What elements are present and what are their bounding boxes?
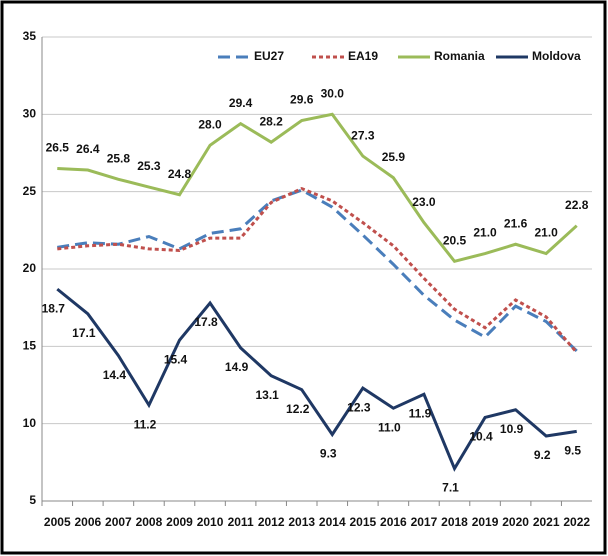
legend-label: Moldova — [532, 49, 581, 63]
data-label: 21.0 — [534, 226, 558, 240]
x-tick-label: 2018 — [441, 515, 468, 529]
legend-label: Romania — [434, 49, 485, 63]
data-label: 28.2 — [259, 114, 283, 128]
y-tick-label: 20 — [23, 261, 37, 275]
data-label: 22.8 — [565, 198, 589, 212]
data-label: 29.6 — [290, 93, 314, 107]
data-label: 21.0 — [473, 226, 497, 240]
x-tick-label: 2014 — [319, 515, 346, 529]
x-tick-label: 2005 — [44, 515, 71, 529]
x-tick-label: 2015 — [349, 515, 376, 529]
data-label: 11.2 — [134, 417, 157, 431]
data-label: 18.7 — [42, 301, 66, 315]
x-tick-label: 2017 — [411, 515, 438, 529]
data-label: 14.4 — [103, 368, 127, 382]
series-line — [56, 287, 577, 472]
series-line — [57, 188, 578, 353]
data-label: 15.4 — [164, 352, 188, 366]
y-tick-label: 35 — [23, 29, 37, 43]
data-label: 10.9 — [500, 422, 524, 436]
data-label: 12.2 — [286, 402, 310, 416]
series-line — [57, 186, 578, 354]
data-label: 27.3 — [351, 128, 375, 142]
data-label: 12.3 — [347, 400, 371, 414]
x-tick-label: 2013 — [288, 515, 315, 529]
y-tick-label: 25 — [23, 184, 37, 198]
legend-label: EA19 — [348, 49, 378, 63]
data-label: 23.0 — [412, 195, 436, 209]
data-label: 9.2 — [534, 448, 551, 462]
data-label: 9.3 — [320, 447, 337, 461]
data-label: 28.0 — [198, 117, 222, 131]
x-tick-label: 2006 — [74, 515, 101, 529]
data-label: 30.0 — [321, 87, 345, 101]
x-tick-label: 2010 — [197, 515, 224, 529]
x-tick-label: 2019 — [472, 515, 499, 529]
x-tick-label: 2012 — [258, 515, 285, 529]
data-label: 21.6 — [504, 216, 528, 230]
x-tick-label: 2020 — [502, 515, 529, 529]
data-label: 11.0 — [378, 420, 401, 434]
data-label: 26.5 — [46, 141, 70, 155]
data-label: 20.5 — [443, 233, 467, 247]
data-label: 25.8 — [107, 151, 131, 165]
data-label: 7.1 — [442, 481, 459, 495]
data-label: 10.4 — [469, 430, 493, 444]
data-label: 25.3 — [137, 159, 161, 173]
y-tick-label: 5 — [29, 493, 36, 507]
data-label: 14.9 — [225, 360, 249, 374]
x-tick-label: 2007 — [105, 515, 132, 529]
x-tick-label: 2009 — [166, 515, 193, 529]
data-label: 17.8 — [194, 315, 218, 329]
x-tick-label: 2008 — [136, 515, 163, 529]
data-label: 9.5 — [564, 444, 581, 458]
x-tick-label: 2021 — [533, 515, 560, 529]
data-label: 29.4 — [229, 96, 253, 110]
data-label: 11.9 — [409, 406, 432, 420]
y-tick-label: 30 — [23, 107, 37, 121]
x-tick-label: 2022 — [563, 515, 590, 529]
series-line — [57, 112, 578, 263]
data-label: 26.4 — [76, 142, 100, 156]
x-tick-label: 2011 — [228, 515, 254, 529]
legend-label: EU27 — [254, 49, 284, 63]
data-label: 13.1 — [255, 388, 279, 402]
data-label: 17.1 — [72, 326, 96, 340]
x-tick-label: 2016 — [380, 515, 407, 529]
data-label: 24.8 — [168, 167, 192, 181]
data-label: 25.9 — [382, 150, 406, 164]
y-tick-label: 15 — [23, 339, 37, 353]
y-tick-label: 10 — [23, 416, 37, 430]
